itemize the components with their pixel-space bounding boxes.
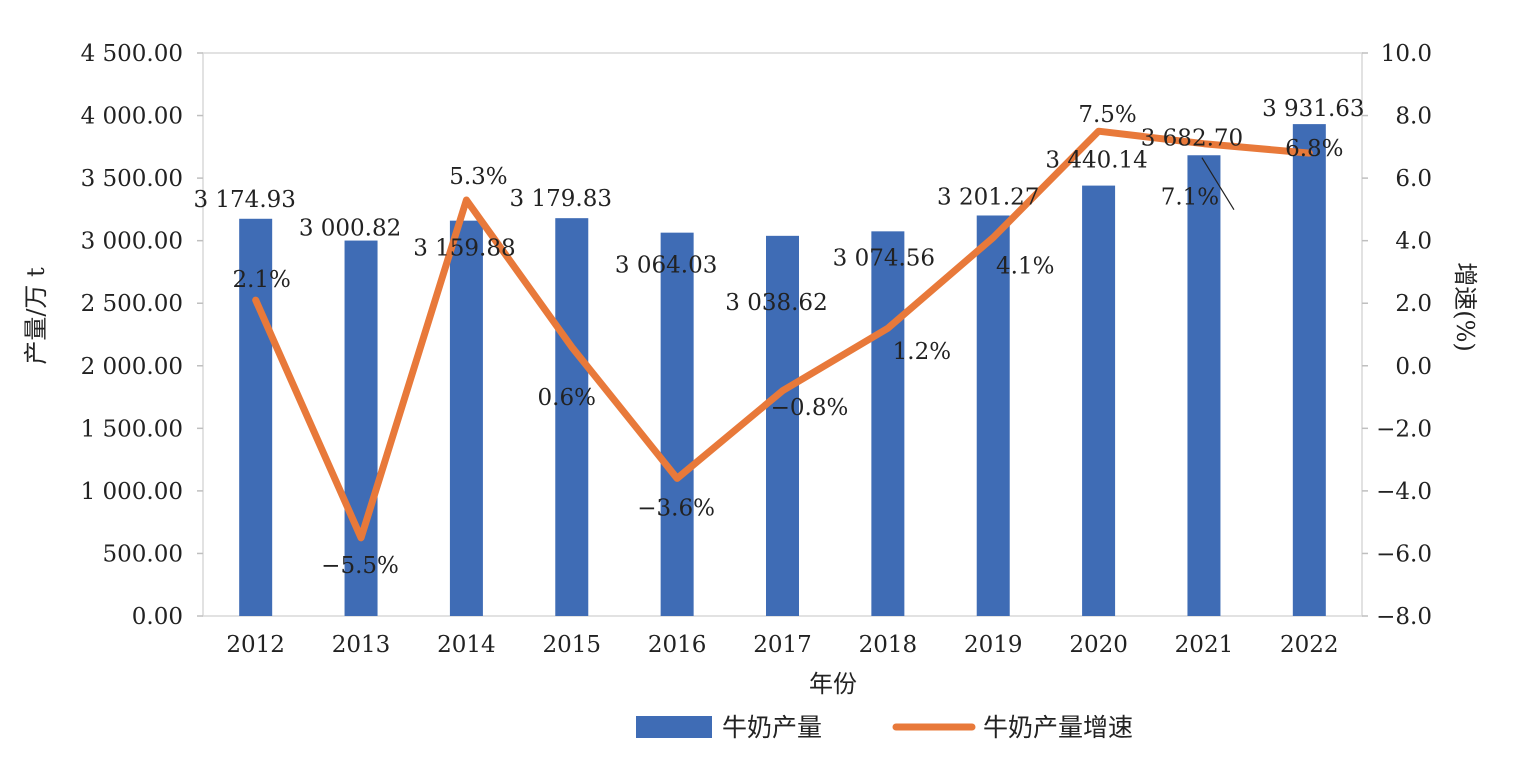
x-axis-tick-label: 2013 [332, 632, 391, 658]
left-axis-tick-label: 2 000.00 [81, 354, 183, 380]
x-axis: 2012 2013 2014 2015 2016 2017 2018 2019 2020 2021… [226, 632, 1338, 658]
line-value-label: 5.3% [449, 164, 507, 190]
right-axis-tick-label: 0.0 [1395, 354, 1432, 380]
line-value-label: 2.1% [232, 267, 290, 293]
bar-value-label: 3 179.83 [510, 186, 612, 212]
bar-value-label: 3 000.82 [299, 216, 401, 242]
legend-swatch-bar [636, 716, 712, 738]
right-axis-tick-label: −6.0 [1376, 541, 1432, 567]
line-value-label: 1.2% [893, 339, 951, 365]
x-axis-title: 年份 [809, 670, 857, 698]
x-axis-tick-label: 2019 [964, 632, 1023, 658]
bar-2019 [976, 215, 1010, 617]
line-value-label: 6.8% [1285, 136, 1343, 162]
bar-series [239, 124, 1326, 617]
bar-2014 [449, 220, 483, 617]
left-axis-tick-label: 500.00 [103, 541, 183, 567]
legend: 牛奶产量 牛奶产量增速 [636, 713, 1133, 742]
x-axis-tick-label: 2021 [1175, 632, 1234, 658]
line-data-labels: 2.1% −5.5% 5.3% 0.6% −3.6% −0.8% 1.2% 4.1% 7.5% 7… [232, 102, 1343, 579]
right-axis-tick-label: 8.0 [1395, 104, 1432, 130]
y2-axis-title: 增速(%) [1451, 262, 1479, 352]
left-axis-tick-label: 3 000.00 [81, 229, 183, 255]
right-axis-tick-label: −8.0 [1376, 604, 1432, 630]
x-axis-tick-label: 2020 [1069, 632, 1128, 658]
right-axis-tick-label: 6.0 [1395, 166, 1432, 192]
left-axis-tick-label: 4 500.00 [81, 41, 183, 67]
bar-2020 [1082, 185, 1116, 616]
left-axis-tick-label: 1 000.00 [81, 479, 183, 505]
bar-2017 [766, 235, 799, 616]
bar-value-label: 3 682.70 [1141, 125, 1243, 151]
growth-line [252, 127, 1313, 542]
x-axis-tick-label: 2012 [226, 632, 285, 658]
bar-value-label: 3 074.56 [833, 245, 935, 271]
x-axis-tick-label: 2015 [542, 632, 601, 658]
right-axis-tick-label: −2.0 [1376, 416, 1432, 442]
bar-value-label: 3 174.93 [193, 187, 295, 213]
line-value-label: 7.5% [1078, 102, 1136, 128]
left-axis-tick-label: 3 500.00 [81, 166, 183, 192]
bar-2012 [239, 218, 273, 616]
right-axis-tick-label: −4.0 [1376, 479, 1432, 505]
bar-2015 [555, 218, 589, 616]
bar-value-label: 3 201.27 [937, 184, 1039, 210]
bar-value-label: 3 931.63 [1262, 96, 1364, 122]
bar-value-label: 3 159.88 [413, 236, 515, 262]
label-leader-line [1201, 157, 1235, 211]
right-axis-tick-label: 10.0 [1381, 41, 1432, 67]
bar-data-labels: 3 174.933 000.82 3 159.88 3 179.83 3 064.03… [193, 96, 1364, 316]
bar-2021 [1187, 155, 1221, 617]
line-series [252, 127, 1313, 542]
line-value-label: 4.1% [996, 254, 1054, 280]
left-axis-tick-label: 2 500.00 [81, 291, 183, 317]
right-axis-tick-label: 4.0 [1395, 229, 1432, 255]
line-value-label: −3.6% [637, 495, 715, 521]
bar-value-label: 3 038.62 [725, 290, 827, 316]
line-value-label: −0.8% [771, 395, 849, 421]
bar-2022 [1292, 124, 1326, 616]
legend-label-line: 牛奶产量增速 [983, 713, 1133, 742]
x-axis-tick-label: 2022 [1280, 632, 1339, 658]
left-axis-tick-label: 4 000.00 [81, 104, 183, 130]
legend-label-bar: 牛奶产量 [722, 713, 822, 742]
bar-2016 [660, 232, 694, 616]
x-axis-tick-label: 2016 [648, 632, 707, 658]
right-axis-tick-label: 2.0 [1395, 291, 1432, 317]
x-axis-tick-label: 2014 [437, 632, 496, 658]
left-axis-tick-label: 1 500.00 [81, 416, 183, 442]
bar-2013 [344, 240, 378, 616]
x-axis-tick-label: 2018 [859, 632, 918, 658]
bar-value-label: 3 440.14 [1045, 148, 1147, 174]
right-axis: −8.0 −6.0 −4.0 −2.0 0.0 2.0 4.0 6.0 8.0 10.0 [1362, 41, 1432, 630]
line-value-label: −5.5% [321, 553, 399, 579]
line-value-label: 7.1% [1161, 185, 1219, 211]
y-axis-title: 产量/万 t [22, 267, 50, 365]
x-axis-tick-label: 2017 [753, 632, 812, 658]
bar-value-label: 3 064.03 [615, 253, 717, 279]
bar-2018 [871, 231, 905, 616]
line-value-label: 0.6% [538, 385, 596, 411]
left-axis-tick-label: 0.00 [132, 604, 183, 630]
left-axis: 0.00 500.00 1 000.00 1 500.00 2 000.00 2 500.… [81, 41, 203, 630]
